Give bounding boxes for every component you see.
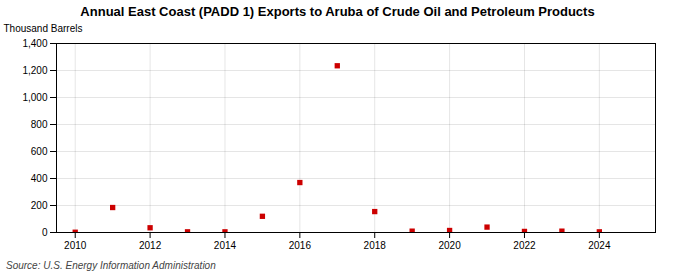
svg-text:400: 400: [31, 173, 48, 184]
svg-text:2014: 2014: [214, 240, 237, 251]
svg-text:2024: 2024: [588, 240, 611, 251]
svg-text:2010: 2010: [64, 240, 87, 251]
svg-text:Thousand Barrels: Thousand Barrels: [4, 23, 83, 34]
svg-text:800: 800: [31, 119, 48, 130]
svg-text:2018: 2018: [364, 240, 387, 251]
svg-text:1,400: 1,400: [22, 38, 47, 49]
html-text:Source: U.S. Energy Informatio: Source: U.S. Energy Information Administ…: [6, 260, 216, 271]
svg-text:2022: 2022: [513, 240, 536, 251]
svg-text:1,200: 1,200: [22, 65, 47, 76]
svg-text:1,000: 1,000: [22, 92, 47, 103]
svg-text:2016: 2016: [289, 240, 312, 251]
svg-text:200: 200: [31, 200, 48, 211]
html-text:Annual East Coast (PADD 1) Exp: Annual East Coast (PADD 1) Exports to Ar…: [80, 4, 595, 19]
svg-text:2012: 2012: [139, 240, 162, 251]
svg-text:0: 0: [42, 227, 48, 238]
svg-text:2020: 2020: [438, 240, 461, 251]
svg-text:600: 600: [31, 146, 48, 157]
